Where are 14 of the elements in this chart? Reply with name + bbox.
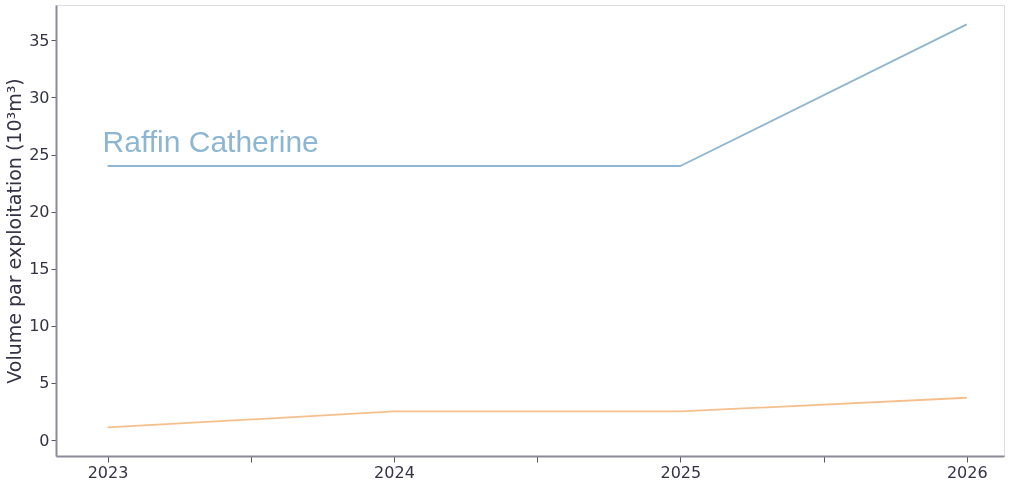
y-tick-label: 25 [29,145,50,165]
y-tick-label: 15 [29,259,50,279]
x-tick-label: 2023 [87,462,129,482]
x-tick-label: 2026 [946,462,988,482]
y-tick-label: 30 [29,87,50,107]
y-tick-label: 10 [29,316,50,336]
series-label: Raffin Catherine [102,124,319,158]
y-axis-title: Volume par exploitation (10³m³) [3,78,26,384]
y-tick-label: 5 [39,373,50,393]
y-tick-label: 0 [39,430,50,450]
y-tick-label: 35 [29,30,50,50]
y-tick-label: 20 [29,202,50,222]
x-tick-label: 2024 [374,462,415,482]
x-tick-label: 2025 [660,462,702,482]
